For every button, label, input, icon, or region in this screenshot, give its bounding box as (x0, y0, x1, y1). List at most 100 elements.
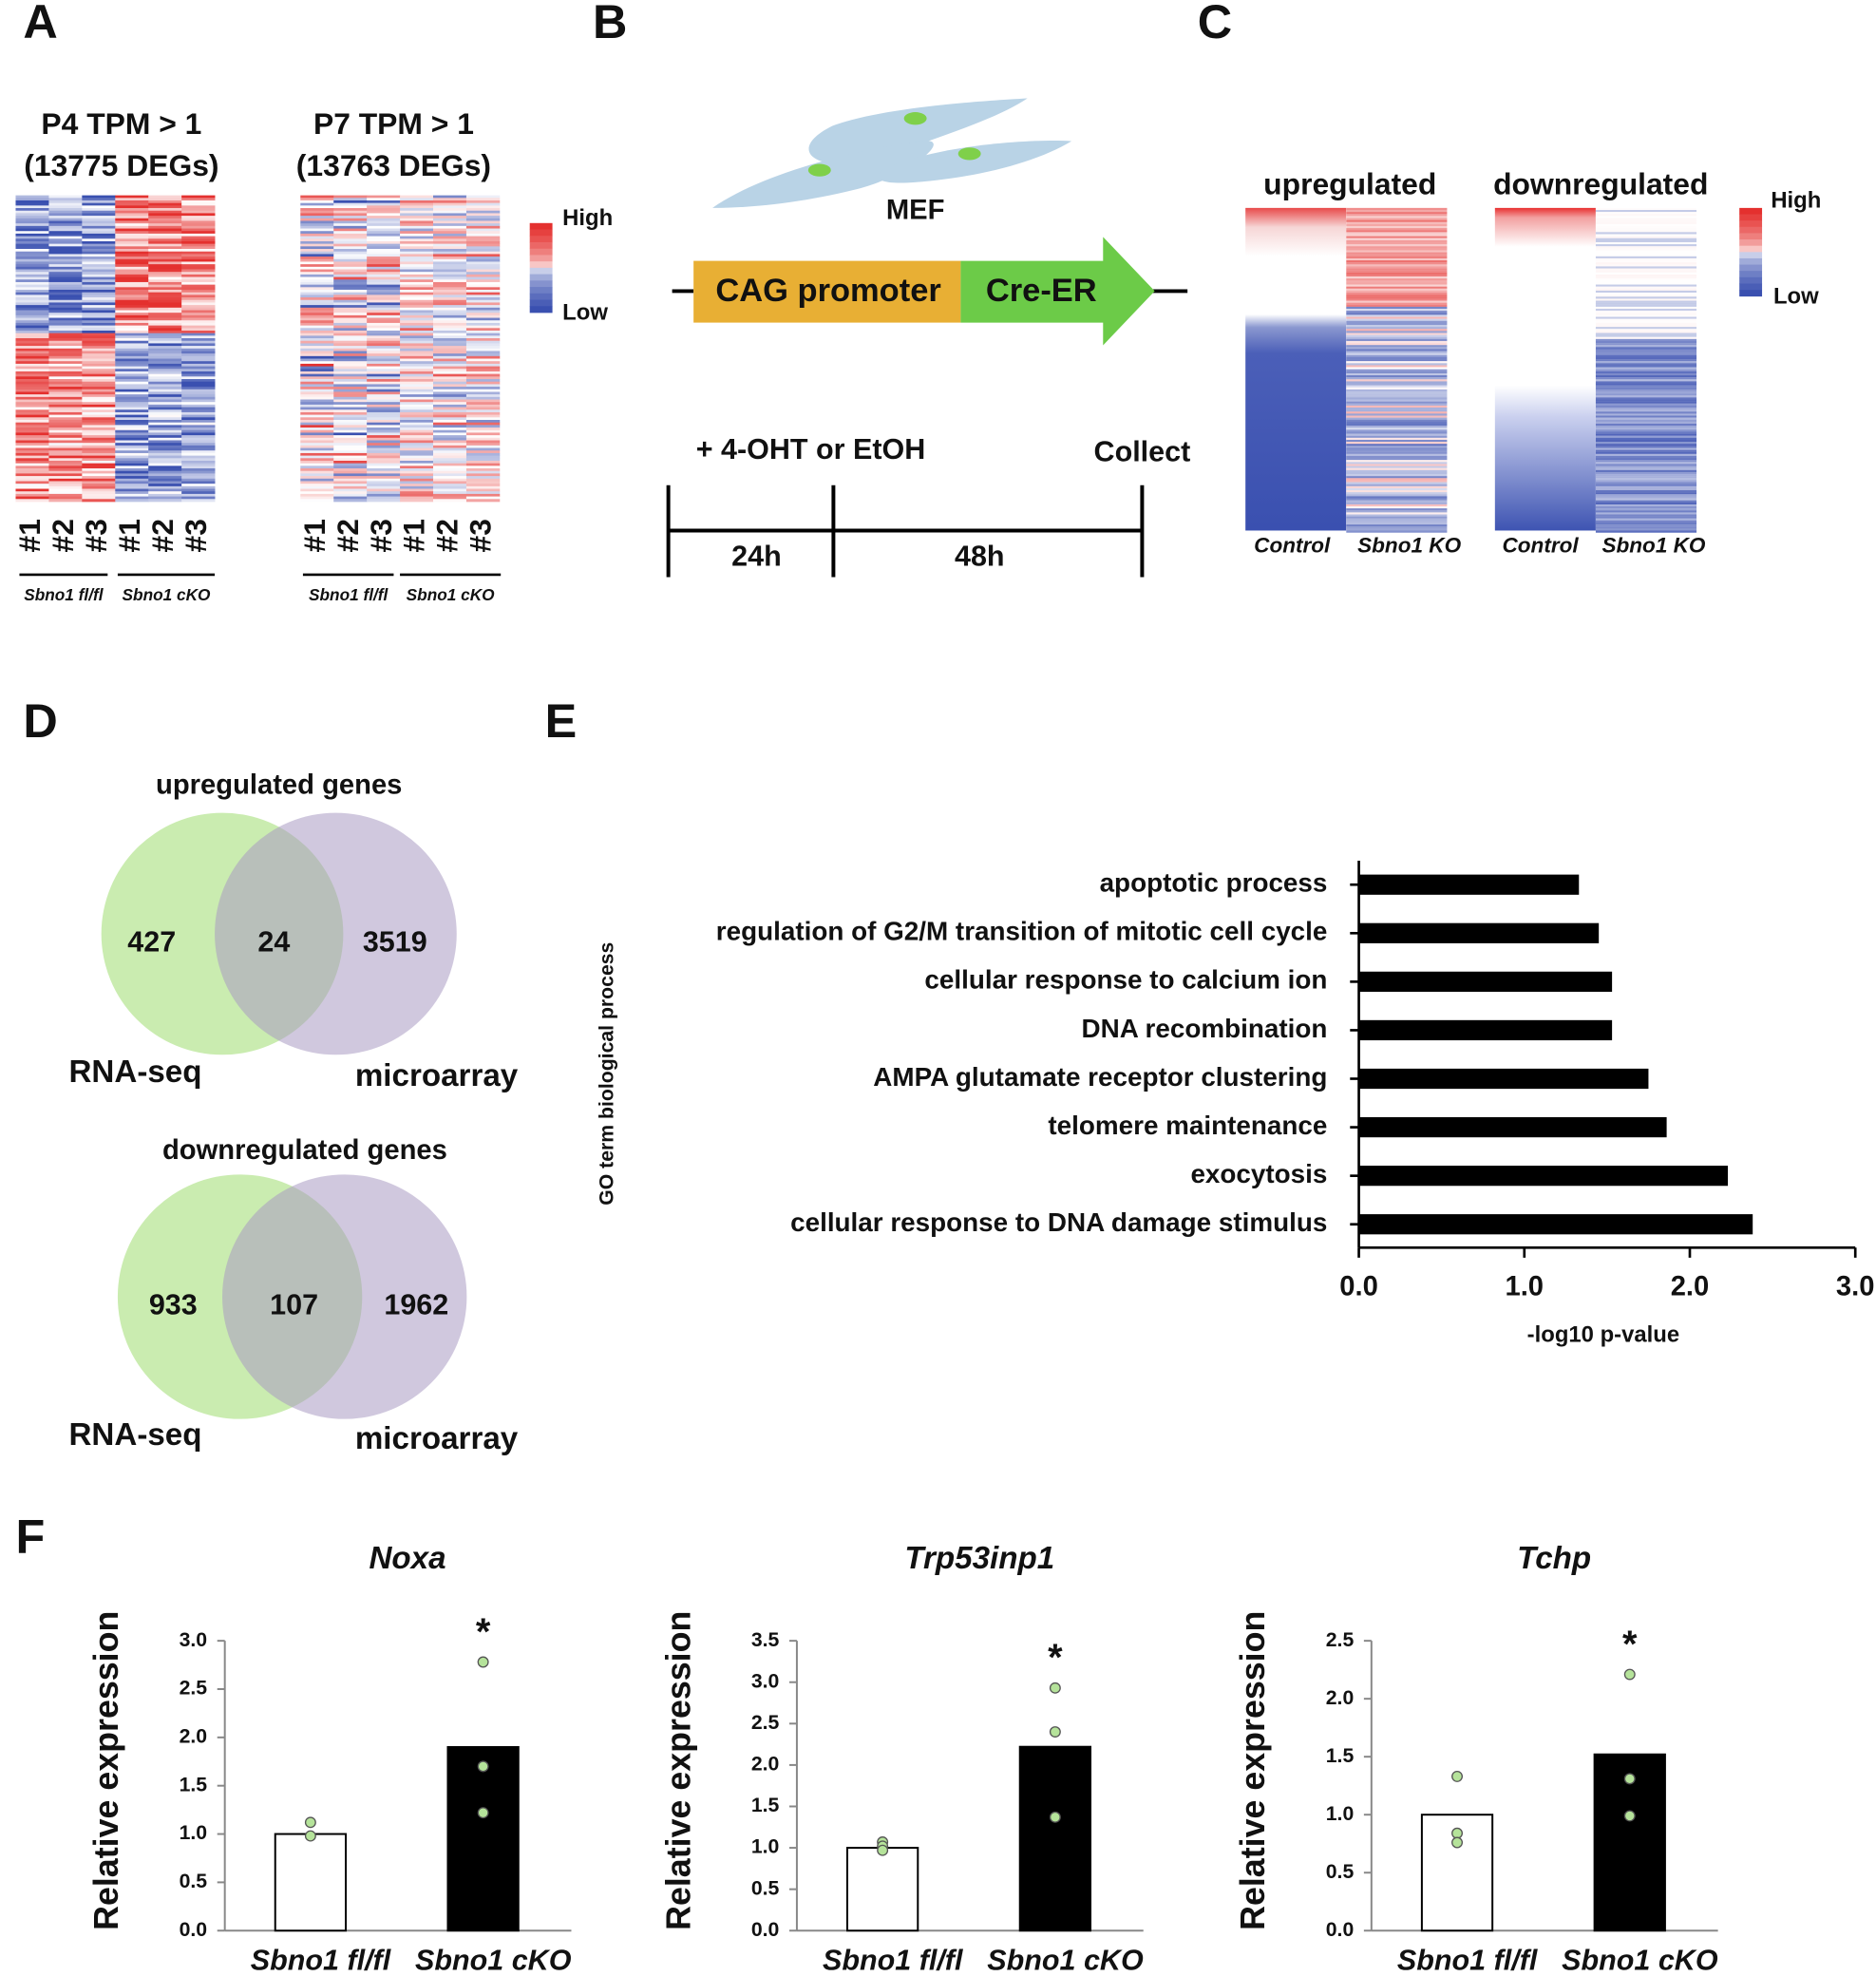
heatmap-cell (48, 332, 83, 336)
heatmap-stripe (1346, 397, 1448, 400)
heatmap-stripe (1346, 318, 1448, 321)
heatmap-cell (48, 468, 83, 472)
heatmap-cell (465, 450, 501, 454)
heatmap-cell (181, 389, 216, 392)
heatmap-cell (82, 491, 116, 495)
heatmap-cell (115, 422, 149, 426)
heatmap-cell (433, 478, 467, 482)
heatmap-cell (181, 276, 216, 280)
heatmap-cell (433, 220, 467, 224)
heatmap-cell (433, 292, 467, 295)
heatmap-cell (48, 420, 83, 424)
heatmap-cell (367, 251, 401, 255)
heatmap-stripe (1346, 278, 1448, 281)
chart-title: Noxa (369, 1541, 445, 1576)
heatmap-cell (465, 399, 501, 403)
heatmap-cell (400, 240, 434, 245)
heatmap-cell (433, 417, 467, 421)
nucleus (807, 163, 831, 177)
heatmap-cell (367, 338, 401, 342)
heatmap-cell (333, 369, 368, 372)
heatmap-cell (115, 473, 149, 477)
heatmap-cell (367, 223, 401, 227)
heatmap-cell (15, 314, 49, 318)
heatmap-cell (300, 348, 334, 352)
heatmap-cell (465, 254, 501, 257)
heatmap-cell (300, 366, 334, 370)
heatmap-cell (115, 236, 149, 239)
heatmap-cell (333, 198, 368, 201)
heatmap-cell (82, 493, 116, 497)
heatmap-cell (400, 376, 434, 380)
heatmap-stripe (1595, 415, 1697, 418)
heatmap-cell (148, 223, 182, 227)
venn-count: 107 (270, 1289, 318, 1321)
heatmap-cell (48, 284, 83, 288)
heatmap-stripe (1346, 286, 1448, 289)
heatmap-stripe (1346, 408, 1448, 410)
heatmap-cell (181, 428, 216, 431)
heatmap-cell (181, 281, 216, 286)
heatmap-cell (115, 246, 149, 250)
heatmap-cell (465, 274, 501, 277)
heatmap-cell (115, 396, 149, 400)
heatmap-cell (367, 488, 401, 492)
heatmap-cell (367, 402, 401, 406)
heatmap-cell (181, 429, 216, 433)
heatmap-cell (400, 499, 434, 503)
heatmap-cell (15, 322, 49, 327)
heatmap-cell (48, 195, 83, 199)
heatmap-cell (48, 205, 83, 209)
heatmap-cell (148, 317, 182, 321)
heatmap-cell (82, 198, 116, 201)
heatmap-cell (367, 417, 401, 421)
heatmap-cell (433, 216, 467, 219)
heatmap-cell (82, 411, 116, 416)
heatmap-cell (433, 411, 467, 416)
heatmap-cell (333, 440, 368, 444)
heatmap-cell (433, 249, 467, 253)
heatmap-cell (148, 202, 182, 206)
heatmap-cell (48, 338, 83, 342)
heatmap-cell (82, 284, 116, 288)
legend-swatch (529, 261, 553, 269)
venn-count: 1962 (384, 1289, 448, 1321)
heatmap-stripe (1346, 225, 1448, 229)
heatmap-cell (465, 297, 501, 301)
heatmap-stripe (1346, 302, 1448, 305)
heatmap-cell (433, 428, 467, 431)
heatmap-stripe (1346, 309, 1448, 312)
heatmap-stripe (1346, 447, 1448, 450)
data-point (304, 1816, 316, 1829)
bar (1358, 922, 1600, 943)
heatmap-cell (465, 409, 501, 413)
heatmap-cell (465, 290, 501, 294)
heatmap-cell (465, 351, 501, 354)
heatmap-cell (367, 305, 401, 309)
heatmap-cell (48, 314, 83, 318)
heatmap-cell (400, 468, 434, 472)
sample-label: #3 (79, 519, 113, 552)
heatmap-cell (333, 435, 368, 439)
heatmap-stripe (1595, 352, 1697, 355)
nucleus (903, 112, 927, 125)
heatmap-cell (300, 343, 334, 347)
heatmap-cell (82, 246, 116, 250)
heatmap-cell (148, 269, 182, 273)
heatmap-stripe (1595, 296, 1697, 299)
heatmap-cell (148, 236, 182, 239)
heatmap-cell (82, 440, 116, 444)
heatmap-stripe (1346, 520, 1448, 523)
heatmap-cell (333, 370, 368, 375)
heatmap-cell (400, 200, 434, 204)
heatmap-cell (465, 233, 501, 237)
heatmap-cell (48, 484, 83, 487)
heatmap-cell (333, 402, 368, 406)
heatmap-cell (400, 348, 434, 352)
heatmap-cell (48, 258, 83, 262)
heatmap-cell (181, 220, 216, 224)
heatmap-stripe (1595, 458, 1697, 461)
heatmap-cell (300, 387, 334, 390)
heatmap-cell (115, 225, 149, 229)
heatmap-cell (300, 422, 334, 426)
